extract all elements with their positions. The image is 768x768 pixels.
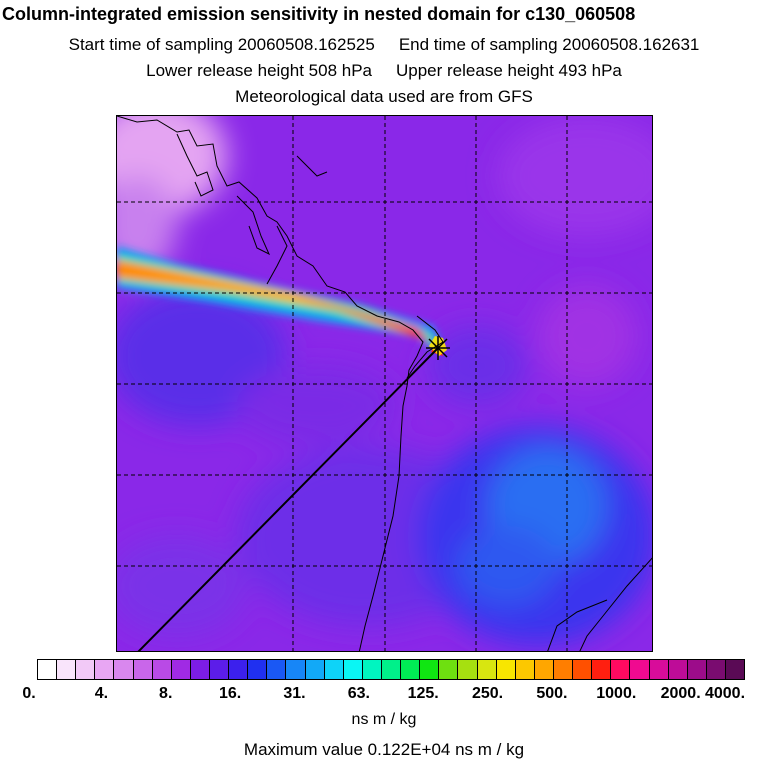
colorbar-segment — [458, 660, 478, 679]
colorbar-segment — [687, 660, 707, 679]
colorbar-segment — [649, 660, 669, 679]
colorbar-tick-label: 4. — [94, 685, 109, 702]
colorbar-segment — [152, 660, 172, 679]
colorbar-tick-label: 8. — [159, 685, 173, 702]
colorbar-segment — [209, 660, 230, 679]
colorbar-segment — [362, 660, 382, 679]
release-crosshair — [426, 336, 450, 360]
colorbar-segment — [114, 660, 134, 679]
colorbar-segment — [57, 660, 77, 679]
sampling-times: Start time of sampling 20060508.162525 En… — [0, 35, 768, 55]
upper-release-label: Upper release height 493 hPa — [396, 61, 622, 80]
colorbar-tick-label: 16. — [218, 685, 242, 702]
met-data-label: Meteorological data used are from GFS — [235, 87, 533, 106]
colorbar-units: ns m / kg — [351, 711, 417, 728]
colorbar-segment — [381, 660, 402, 679]
colorbar-segment — [573, 660, 593, 679]
colorbar-segment — [38, 660, 58, 679]
colorbar-segment — [76, 660, 96, 679]
end-time-label: End time of sampling 20060508.162631 — [398, 35, 700, 54]
colorbar-segment — [190, 660, 210, 679]
colorbar-tick-label: 1000. — [596, 685, 637, 702]
colorbar-segment — [592, 660, 612, 679]
colorbar — [37, 659, 745, 680]
colorbar-segment — [248, 660, 268, 679]
colorbar-segment — [553, 660, 574, 679]
colorbar-segment — [725, 660, 745, 679]
colorbar-segment — [171, 660, 191, 679]
colorbar-segment — [286, 660, 306, 679]
colorbar-segment — [305, 660, 325, 679]
colorbar-segment — [267, 660, 287, 679]
start-time-label: Start time of sampling 20060508.162525 — [68, 35, 375, 54]
colorbar-segment — [133, 660, 153, 679]
colorbar-segment — [229, 660, 249, 679]
colorbar-segment — [324, 660, 344, 679]
colorbar-segment — [534, 660, 554, 679]
colorbar-segment — [668, 660, 688, 679]
colorbar-segment — [420, 660, 440, 679]
field-patches — [117, 116, 652, 646]
release-heights: Lower release height 508 hPa Upper releas… — [0, 61, 768, 81]
colorbar-segment — [496, 660, 516, 679]
colorbar-tick-label: 0. — [22, 685, 36, 702]
colorbar-segment — [630, 660, 650, 679]
map-canvas — [117, 116, 652, 651]
colorbar-segment — [706, 660, 726, 679]
colorbar-tick-label: 500. — [536, 685, 568, 702]
colorbar-tick-label: 31. — [283, 685, 306, 702]
emission-plume — [117, 246, 439, 352]
colorbar-segment — [515, 660, 535, 679]
lat-lon-grid — [117, 116, 652, 651]
colorbar-segment — [95, 660, 115, 679]
colorbar-segment — [611, 660, 631, 679]
colorbar-segment — [439, 660, 459, 679]
plot-title: Column-integrated emission sensitivity i… — [2, 4, 636, 24]
maximum-value-label: Maximum value 0.122E+04 ns m / kg — [243, 740, 525, 759]
colorbar-tick-label: 125. — [407, 685, 439, 702]
colorbar-tick-label: 2000. — [660, 685, 701, 702]
colorbar-tick-label: 250. — [471, 685, 504, 702]
colorbar-segment — [477, 660, 497, 679]
colorbar-tick-label: 4000. — [704, 685, 746, 702]
colorbar-segment — [401, 660, 421, 679]
coastlines — [117, 116, 652, 651]
lower-release-label: Lower release height 508 hPa — [146, 61, 372, 80]
colorbar-segment — [343, 660, 363, 679]
flight-track — [137, 347, 439, 651]
sensitivity-map — [116, 115, 653, 652]
colorbar-tick-label: 63. — [347, 685, 370, 702]
